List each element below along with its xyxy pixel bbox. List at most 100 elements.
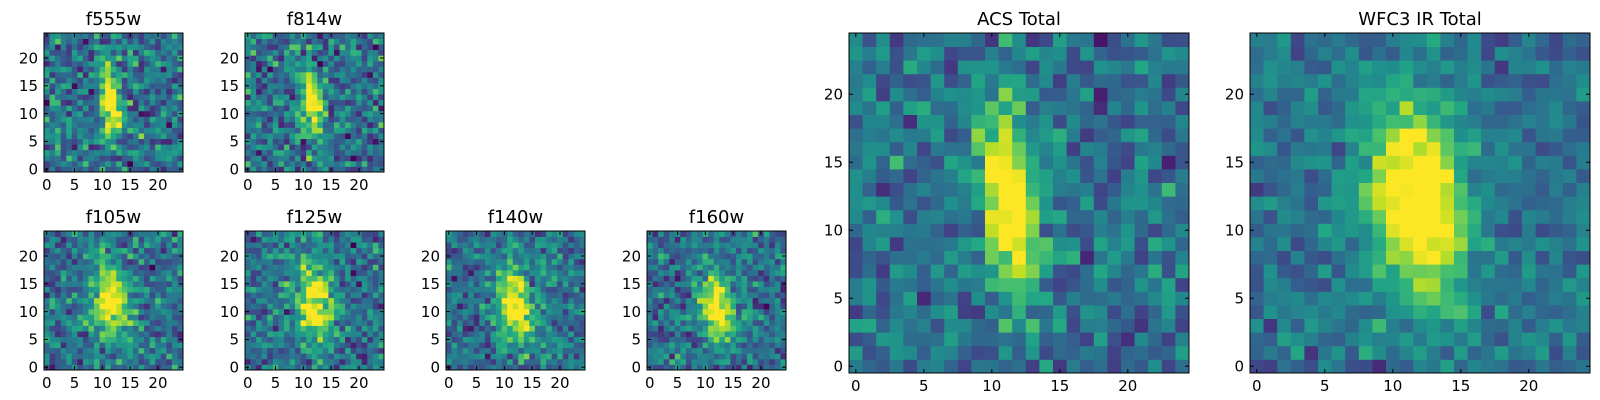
cell <box>295 331 301 338</box>
cell <box>1012 318 1027 333</box>
cell <box>457 242 464 249</box>
cell <box>518 286 525 293</box>
cell <box>680 303 687 310</box>
cell <box>317 138 324 145</box>
cell <box>747 342 754 349</box>
cell <box>138 105 145 112</box>
cell <box>60 138 67 145</box>
cell <box>573 281 580 287</box>
cell <box>60 49 67 56</box>
cell <box>317 292 324 299</box>
cell <box>345 33 352 39</box>
x-tick-label: 20 <box>1118 377 1137 395</box>
cell <box>1399 318 1414 333</box>
cell <box>88 242 95 249</box>
cell <box>295 308 301 315</box>
cell <box>1372 332 1387 347</box>
cell <box>361 155 368 162</box>
cell <box>708 242 715 249</box>
cell <box>685 286 692 293</box>
cell <box>160 347 167 354</box>
cell <box>702 242 709 249</box>
cell <box>462 347 469 354</box>
cell <box>256 155 263 162</box>
cell <box>361 275 368 282</box>
cell <box>1107 60 1122 75</box>
cell <box>300 247 307 254</box>
cell <box>94 149 100 156</box>
cell <box>568 358 575 365</box>
cell <box>697 292 703 299</box>
cell <box>534 231 541 237</box>
cell <box>339 358 346 365</box>
cell <box>579 319 586 326</box>
cell <box>849 305 863 319</box>
cell <box>149 38 156 45</box>
cell <box>496 275 502 282</box>
cell <box>685 258 692 265</box>
cell <box>261 149 268 156</box>
cell <box>1148 73 1163 88</box>
cell <box>752 275 759 282</box>
cell <box>82 160 89 167</box>
cell <box>957 73 972 88</box>
cell <box>741 258 748 265</box>
cell <box>479 253 486 260</box>
cell <box>339 297 346 304</box>
cell <box>138 253 145 260</box>
cells <box>44 33 184 173</box>
cell <box>1508 223 1523 238</box>
cell <box>1481 223 1496 238</box>
cell <box>944 169 959 183</box>
cell <box>691 314 698 321</box>
cell <box>735 347 742 354</box>
cell <box>261 342 268 349</box>
cell <box>735 286 742 293</box>
cell <box>1304 359 1319 374</box>
cell <box>1576 209 1591 224</box>
cell <box>250 347 257 354</box>
cell <box>127 308 134 315</box>
cell <box>300 49 307 56</box>
cell <box>702 253 709 260</box>
cell <box>685 353 692 360</box>
cell <box>44 133 50 140</box>
cell <box>88 258 95 265</box>
cell <box>55 347 62 354</box>
cell <box>862 305 877 319</box>
cell <box>88 44 95 51</box>
cell <box>77 155 84 162</box>
cell <box>345 49 352 56</box>
cell <box>272 155 279 162</box>
cell <box>876 332 891 347</box>
cell <box>1175 305 1190 319</box>
cell <box>256 110 263 117</box>
cell <box>177 38 184 45</box>
cell <box>1263 196 1278 211</box>
cell <box>300 110 307 117</box>
cell <box>903 182 918 197</box>
cell <box>88 133 95 140</box>
cell <box>105 149 112 156</box>
cell <box>518 247 525 254</box>
cell <box>518 319 525 326</box>
cell <box>300 297 307 304</box>
cell <box>289 144 296 151</box>
cell <box>267 55 274 62</box>
cell <box>562 269 569 276</box>
cell <box>451 242 458 249</box>
cell <box>94 133 100 140</box>
cell <box>735 319 742 326</box>
cell <box>724 281 731 287</box>
cell <box>1039 359 1054 374</box>
cell <box>862 73 877 88</box>
cell <box>1372 345 1387 360</box>
cell <box>322 336 329 343</box>
cell <box>1386 359 1400 374</box>
cell <box>361 149 368 156</box>
cell <box>138 77 145 84</box>
cell <box>496 358 502 365</box>
cell <box>289 105 296 112</box>
cell <box>752 347 759 354</box>
cell <box>468 286 475 293</box>
